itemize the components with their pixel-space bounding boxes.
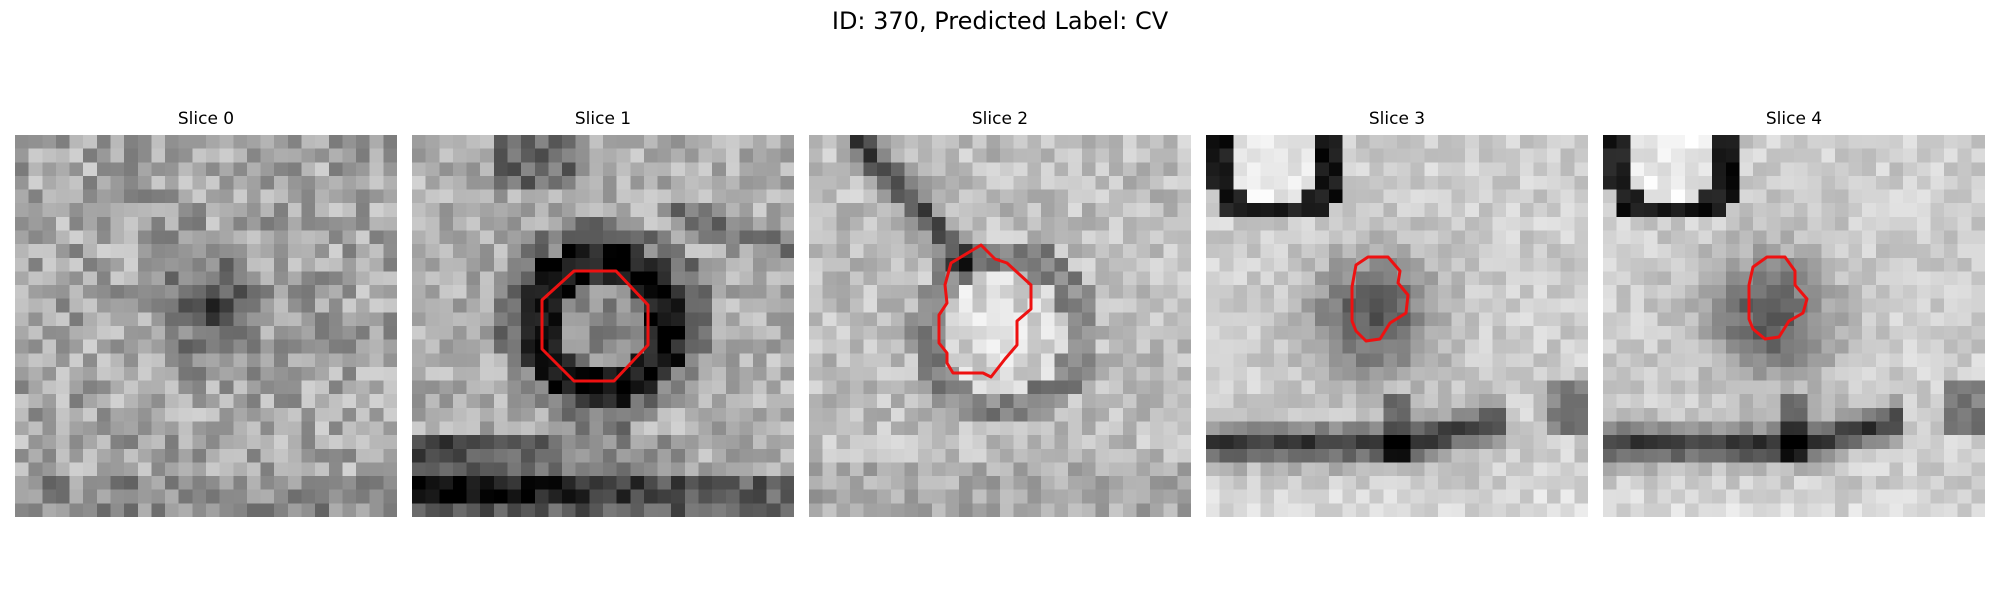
segmentation-contour: [540, 269, 650, 383]
slice-panel-2: Slice 2: [809, 108, 1191, 517]
slice-image: [412, 135, 794, 517]
slice-title: Slice 3: [1368, 109, 1426, 129]
slice-title: Slice 2: [971, 109, 1029, 129]
slice-image: [1603, 135, 1985, 517]
figure-title: ID: 370, Predicted Label: CV: [831, 7, 1169, 35]
slice-image: [1206, 135, 1588, 517]
segmentation-contour: [1747, 255, 1809, 341]
slice-image: [809, 135, 1191, 517]
segmentation-contour: [1350, 255, 1410, 343]
slice-panel-0: Slice 0: [15, 108, 397, 517]
slice-panel-4: Slice 4: [1603, 108, 1985, 517]
segmentation-contour: [937, 243, 1033, 379]
slice-panel-1: Slice 1: [412, 108, 794, 517]
slice-title: Slice 1: [574, 109, 632, 129]
slice-panel-3: Slice 3: [1206, 108, 1588, 517]
slice-image: [15, 135, 397, 517]
slice-title: Slice 4: [1765, 109, 1823, 129]
slice-title: Slice 0: [177, 109, 235, 129]
